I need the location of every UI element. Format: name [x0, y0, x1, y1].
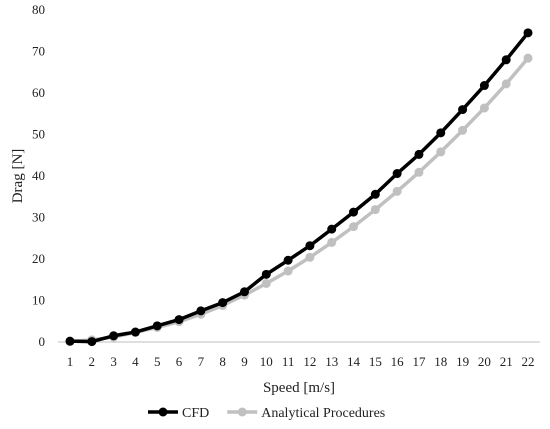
legend-swatch-marker — [158, 407, 168, 417]
x-tick-label: 5 — [154, 354, 161, 369]
x-tick-label: 4 — [132, 354, 139, 369]
x-tick-label: 2 — [89, 354, 96, 369]
y-tick-label: 50 — [32, 127, 45, 142]
x-tick-label: 19 — [456, 354, 469, 369]
data-point — [327, 237, 337, 247]
x-tick-label: 16 — [391, 354, 405, 369]
data-point — [152, 321, 162, 331]
data-point — [283, 255, 293, 265]
legend-label: CFD — [182, 406, 209, 421]
data-point — [479, 103, 489, 113]
x-tick-label: 15 — [369, 354, 382, 369]
x-tick-label: 6 — [176, 354, 183, 369]
data-point — [218, 298, 228, 308]
y-axis-title: Drag [N] — [10, 149, 26, 204]
data-point — [65, 336, 75, 346]
data-point — [130, 327, 140, 337]
y-tick-label: 60 — [32, 85, 45, 100]
data-point — [436, 128, 446, 138]
series-0 — [65, 28, 533, 347]
x-tick-label: 17 — [412, 354, 426, 369]
legend-swatch-marker — [237, 407, 247, 417]
y-axis-ticks: 0 10 20 30 40 50 60 70 80 — [32, 2, 45, 349]
x-tick-label: 1 — [67, 354, 74, 369]
data-point — [261, 269, 271, 279]
data-point — [174, 315, 184, 325]
legend-item: Analytical Procedures — [227, 406, 385, 421]
y-tick-label: 30 — [32, 210, 45, 225]
legend: CFD Analytical Procedures — [148, 406, 385, 421]
x-tick-label: 12 — [303, 354, 316, 369]
y-tick-label: 20 — [32, 251, 45, 266]
data-point — [327, 224, 337, 234]
data-point — [436, 147, 446, 157]
data-point — [414, 149, 424, 159]
data-point — [349, 222, 359, 232]
data-point — [349, 207, 359, 217]
y-tick-label: 70 — [32, 44, 45, 59]
x-axis-ticks: 1 2 3 4 5 6 7 8 9 10 11 12 13 14 15 16 17 18 19 20 21 22 — [67, 354, 535, 369]
data-point — [305, 252, 315, 262]
x-axis-title: Speed [m/s] — [263, 380, 335, 396]
y-tick-label: 10 — [32, 293, 45, 308]
data-point — [196, 306, 206, 316]
data-point — [414, 167, 424, 177]
data-point — [392, 186, 402, 196]
x-tick-label: 21 — [500, 354, 513, 369]
series-line — [69, 31, 530, 344]
x-tick-label: 10 — [260, 354, 273, 369]
data-point — [523, 28, 533, 38]
legend-item: CFD — [148, 406, 209, 421]
x-tick-label: 14 — [347, 354, 361, 369]
data-point — [370, 205, 380, 215]
x-tick-label: 13 — [325, 354, 338, 369]
x-tick-label: 3 — [110, 354, 117, 369]
x-tick-label: 20 — [478, 354, 491, 369]
legend-label: Analytical Procedures — [261, 406, 385, 421]
data-point — [109, 331, 119, 341]
data-point — [392, 169, 402, 179]
data-point — [261, 278, 271, 288]
data-point — [501, 79, 511, 89]
data-point — [370, 189, 380, 199]
series-1 — [65, 53, 533, 347]
x-tick-label: 7 — [198, 354, 205, 369]
data-point — [87, 337, 97, 347]
data-point — [458, 105, 468, 115]
data-point — [501, 55, 511, 65]
data-point — [283, 266, 293, 276]
x-tick-label: 11 — [282, 354, 295, 369]
data-point — [523, 53, 533, 63]
y-tick-label: 0 — [39, 334, 46, 349]
x-tick-label: 18 — [434, 354, 447, 369]
series-line — [69, 57, 530, 344]
data-point — [305, 241, 315, 251]
data-point — [479, 81, 489, 91]
y-tick-label: 80 — [32, 2, 45, 17]
data-point — [239, 287, 249, 297]
x-tick-label: 9 — [241, 354, 248, 369]
y-tick-label: 40 — [32, 168, 45, 183]
series-layer — [65, 28, 533, 347]
data-point — [458, 125, 468, 135]
x-tick-label: 8 — [219, 354, 226, 369]
x-tick-label: 22 — [522, 354, 535, 369]
